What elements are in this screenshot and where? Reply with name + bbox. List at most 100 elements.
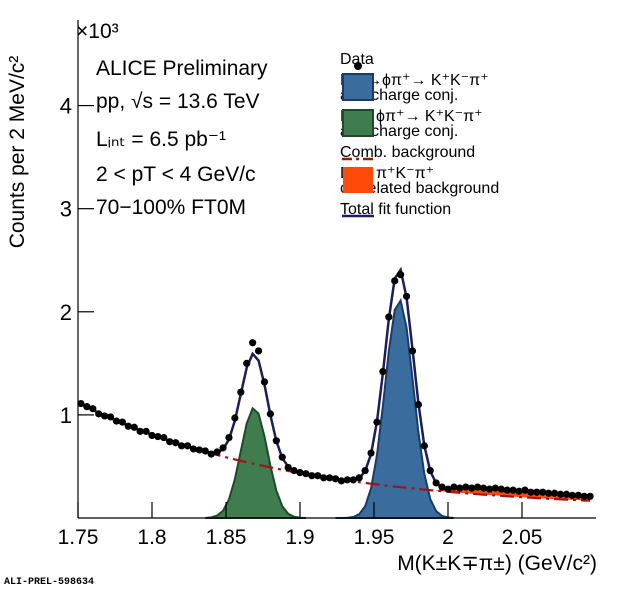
- legend: Data Dₛ⁺→ϕπ⁺→ K⁺K⁻π⁺ and charge conj. D⁺→ϕ…: [340, 52, 610, 223]
- data-point: [432, 479, 440, 487]
- y-tick-label: 3: [60, 197, 72, 222]
- data-point: [95, 410, 103, 418]
- data-point: [243, 359, 251, 367]
- data-point: [426, 466, 434, 475]
- fit-line: [80, 266, 591, 498]
- data-point: [231, 414, 239, 422]
- data-point: [550, 489, 559, 497]
- data-point: [438, 483, 446, 491]
- data-point: [331, 475, 340, 483]
- y-multiplier: ×10³: [76, 20, 119, 43]
- data-point: [521, 486, 529, 494]
- data-point: [539, 488, 547, 496]
- legend-entry: Comb. background: [340, 145, 610, 161]
- legend-swatch: [342, 157, 374, 161]
- data-point: [213, 448, 221, 456]
- x-tick-label: 1.85: [206, 526, 247, 549]
- data-point: [183, 442, 192, 450]
- data-point: [225, 433, 233, 442]
- swatch-mark: [342, 73, 374, 101]
- data-point: [367, 449, 375, 457]
- data-point: [178, 442, 186, 450]
- data-point: [112, 417, 121, 425]
- swatch-mark: [342, 109, 374, 137]
- signal-area: [205, 406, 306, 519]
- data-point: [106, 413, 115, 421]
- data-point: [148, 431, 156, 440]
- data-point: [83, 403, 91, 411]
- data-point: [219, 444, 227, 452]
- background-line: [80, 403, 591, 502]
- data-point: [474, 483, 482, 491]
- data-point: [142, 427, 150, 435]
- legend-entry: Data: [340, 52, 610, 70]
- data-point: [343, 476, 351, 484]
- data-point: [290, 466, 298, 475]
- x-tick-label: 2: [442, 526, 454, 549]
- data-point: [509, 486, 517, 494]
- data-point: [562, 490, 571, 498]
- legend-entry: D⁺→π⁺K⁻π⁺ correlated background: [340, 166, 610, 197]
- y-tick-label: 2: [60, 300, 72, 325]
- footer: ALI-PREL-598634: [4, 577, 94, 588]
- data-point: [130, 423, 138, 431]
- x-tick-label: 1.75: [58, 526, 99, 549]
- data-point: [468, 484, 476, 492]
- data-point: [503, 486, 511, 494]
- data-point: [533, 488, 541, 496]
- annotation: ALICE Preliminary: [96, 57, 268, 80]
- data-point: [349, 476, 357, 484]
- data-point: [485, 485, 494, 493]
- data-point: [308, 472, 316, 480]
- data-point: [77, 399, 85, 408]
- data-point: [101, 412, 109, 420]
- data-point: [373, 418, 381, 426]
- x-tick-label: 1.95: [354, 526, 395, 549]
- data-point: [450, 483, 458, 491]
- data-point: [574, 491, 582, 499]
- data-point: [124, 422, 132, 430]
- data-point: [296, 469, 304, 477]
- annotation: pp, √s = 13.6 TeV: [96, 90, 260, 113]
- y-tick-label: 4: [60, 94, 72, 119]
- data-point: [379, 367, 387, 376]
- y-axis-label: Counts per 2 MeV/c²: [6, 56, 29, 249]
- data-point: [189, 445, 198, 453]
- data-point: [355, 474, 363, 482]
- swatch-mark: [343, 167, 373, 193]
- data-point: [237, 388, 245, 396]
- data-point: [195, 446, 203, 454]
- data-point: [491, 484, 499, 492]
- legend-swatch: [343, 167, 373, 193]
- legend-swatch: [342, 73, 374, 101]
- data-point: [397, 271, 405, 279]
- data-point: [420, 442, 428, 450]
- data-point: [272, 437, 280, 445]
- layer-dashed: [80, 403, 591, 502]
- data-point: [408, 347, 417, 355]
- data-point: [172, 439, 180, 447]
- data-point: [278, 453, 286, 461]
- legend-swatch: [342, 214, 374, 218]
- data-point: [391, 277, 399, 285]
- data-point: [456, 484, 464, 492]
- data-point: [207, 450, 215, 458]
- data-point: [586, 492, 594, 500]
- legend-swatch: [342, 109, 374, 137]
- data-point: [314, 472, 322, 480]
- data-point: [337, 477, 346, 485]
- x-tick-label: 1.8: [137, 526, 166, 549]
- data-point: [302, 470, 310, 478]
- correlated-band: [436, 487, 591, 501]
- data-point: [568, 491, 576, 499]
- legend-swatch: [354, 62, 362, 70]
- swatch-mark: [354, 62, 362, 70]
- signal-area: [335, 298, 455, 519]
- data-point: [545, 489, 553, 497]
- annotation: 2 < pT < 4 GeV/c: [96, 163, 256, 186]
- legend-label: Total fit function: [340, 201, 452, 218]
- x-tick-label: 1.9: [285, 526, 314, 549]
- data-point: [118, 418, 126, 426]
- data-point: [160, 433, 168, 442]
